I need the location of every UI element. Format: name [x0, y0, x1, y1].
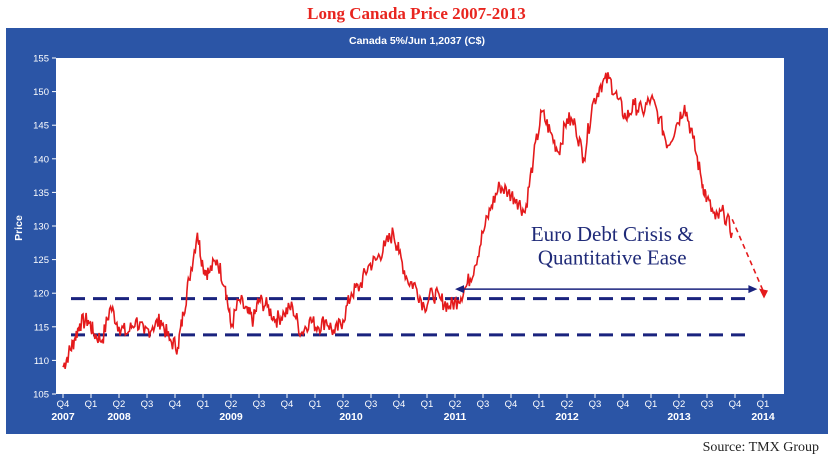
y-tick-label: 145: [33, 121, 49, 132]
x-tick-label: Q1: [85, 399, 98, 410]
x-tick-label: Q2: [673, 399, 686, 410]
x-tick-label: Q3: [253, 399, 266, 410]
x-tick-label: Q1: [197, 399, 210, 410]
x-tick-label: Q2: [561, 399, 574, 410]
x-tick-label: Q3: [701, 399, 714, 410]
x-year-label: 2007: [51, 411, 75, 423]
x-year-label: 2011: [444, 411, 467, 423]
range-arrowhead-left: [455, 285, 464, 294]
x-tick-label: Q3: [589, 399, 602, 410]
y-tick-label: 105: [33, 390, 49, 401]
series-line: [62, 72, 733, 369]
reference-lines: [71, 297, 749, 337]
x-year-label: 2008: [107, 411, 131, 423]
y-tick-label: 150: [33, 87, 49, 98]
x-tick-label: Q2: [337, 399, 350, 410]
y-axis-label: Price: [13, 215, 25, 241]
x-tick-label: Q4: [617, 399, 630, 410]
annotation-line-2: Quantitative Ease: [538, 245, 687, 269]
x-axis: Q4 Q1 Q2 Q3 Q4 Q1 Q2 Q3 Q4 Q1 Q2 Q3 Q4 Q1 Q2 Q3 Q4 Q1 Q2 Q3…: [51, 394, 775, 423]
x-year-label: 2014: [751, 411, 775, 423]
x-year-label: 2009: [219, 411, 243, 423]
source-note: Source: TMX Group: [702, 440, 819, 455]
chart-subtitle: Canada 5%/Jun 1,2037 (C$): [349, 35, 485, 47]
x-tick-label: Q2: [225, 399, 238, 410]
x-tick-label: Q1: [757, 399, 770, 410]
y-tick-label: 110: [34, 356, 49, 367]
range-arrow: [455, 285, 758, 294]
x-tick-label: Q1: [309, 399, 322, 410]
y-tick-label: 130: [33, 222, 49, 233]
x-tick-label: Q1: [533, 399, 546, 410]
x-tick-label: Q1: [645, 399, 658, 410]
x-tick-label: Q3: [477, 399, 490, 410]
y-axis: 105 110 115 120 125 130 135 140 145 150 155: [33, 54, 56, 401]
x-tick-label: Q3: [141, 399, 154, 410]
x-tick-label: Q4: [169, 399, 182, 410]
chart-title: Long Canada Price 2007-2013: [307, 4, 526, 23]
y-tick-label: 135: [33, 188, 49, 199]
projection-line: [731, 218, 764, 291]
annotation-line-1: Euro Debt Crisis &: [531, 222, 694, 246]
projection-arrowhead: [759, 288, 768, 299]
x-tick-label: Q2: [449, 399, 462, 410]
y-tick-label: 120: [33, 289, 49, 300]
x-year-label: 2013: [667, 411, 691, 423]
y-tick-label: 115: [34, 322, 49, 333]
plot-area: [56, 58, 784, 394]
x-tick-label: Q4: [57, 399, 70, 410]
x-tick-label: Q4: [505, 399, 518, 410]
x-tick-label: Q1: [421, 399, 434, 410]
x-tick-label: Q4: [729, 399, 742, 410]
x-tick-label: Q4: [281, 399, 294, 410]
y-tick-label: 125: [33, 255, 49, 266]
y-tick-label: 140: [33, 154, 49, 165]
x-year-label: 2012: [555, 411, 579, 423]
x-tick-label: Q4: [393, 399, 406, 410]
x-tick-label: Q3: [365, 399, 378, 410]
x-tick-label: Q2: [113, 399, 126, 410]
range-arrowhead-right: [748, 285, 758, 294]
y-tick-label: 155: [33, 54, 49, 65]
x-year-label: 2010: [339, 411, 363, 423]
